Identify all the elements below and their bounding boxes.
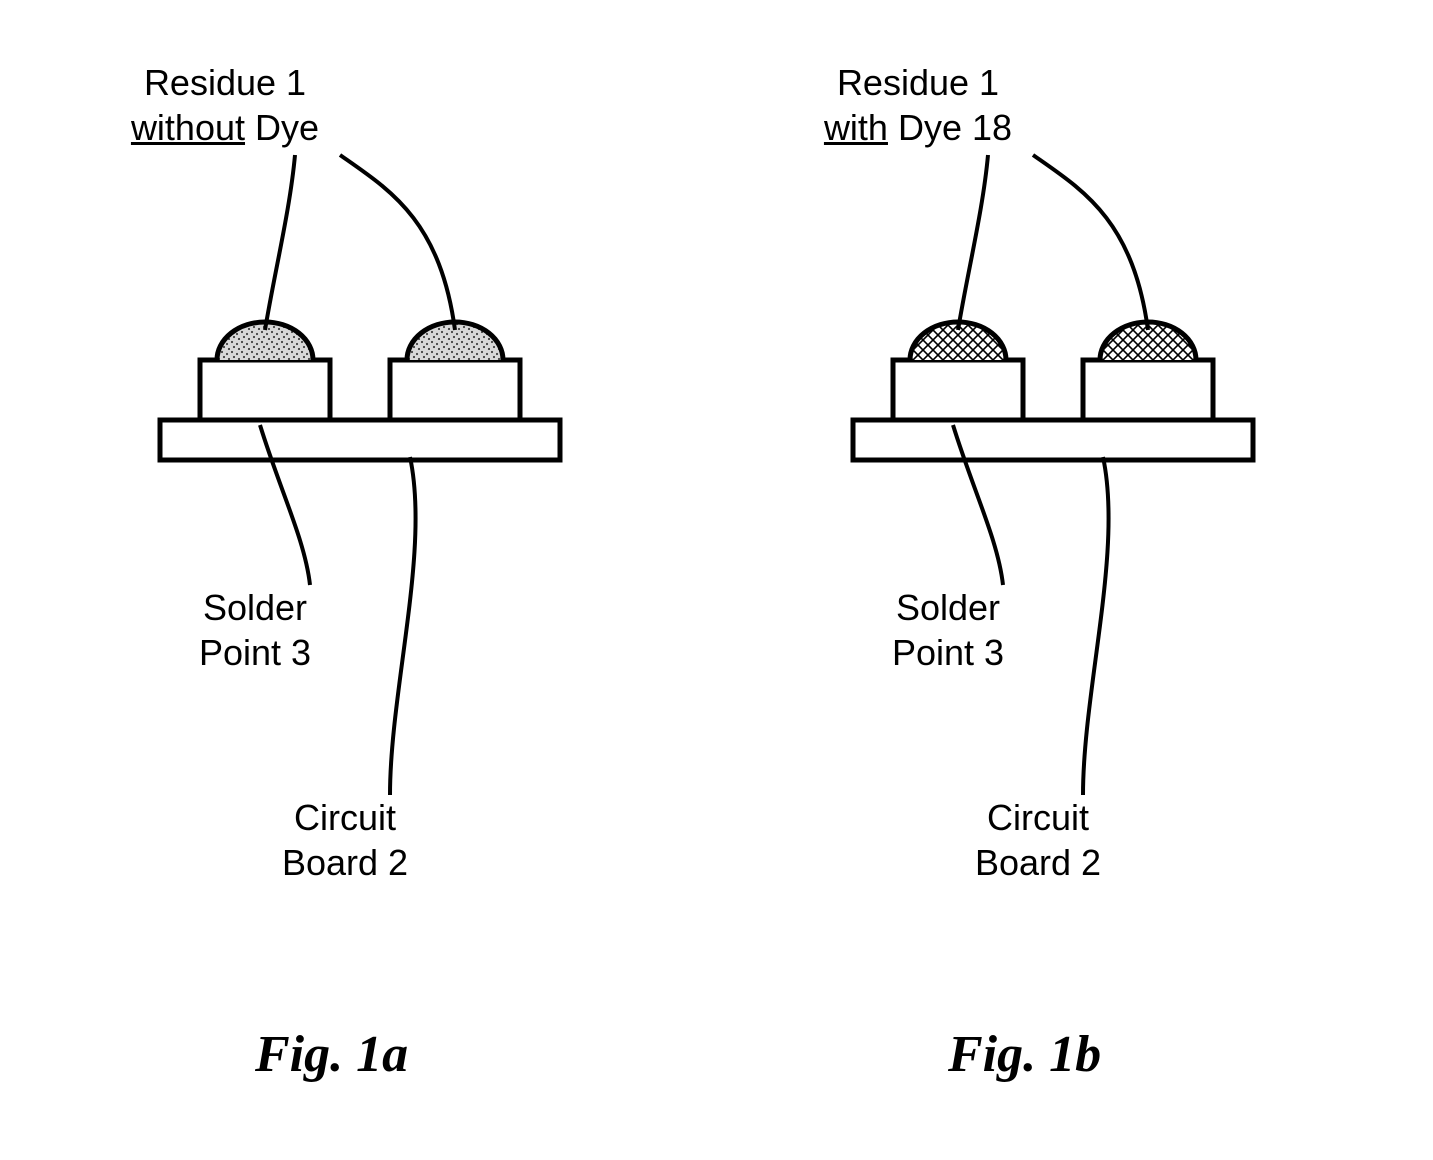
label-board-a: Circuit Board 2 (270, 795, 420, 885)
label-solder-a-line2: Point 3 (190, 630, 320, 675)
label-solder-b-line2: Point 3 (883, 630, 1013, 675)
label-board-b-line2: Board 2 (963, 840, 1113, 885)
leader-board-b (1083, 457, 1109, 795)
circuit-board-a (160, 420, 560, 460)
solder-pad-a1 (200, 360, 330, 420)
caption-a: Fig. 1a (255, 1025, 408, 1084)
diagram-container: Residue 1 without Dye (0, 0, 1433, 80)
label-board-b-line1: Circuit (963, 795, 1113, 840)
label-board-a-line1: Circuit (270, 795, 420, 840)
circuit-board-b (853, 420, 1253, 460)
label-board-b: Circuit Board 2 (963, 795, 1113, 885)
label-solder-b-line1: Solder (883, 585, 1013, 630)
leader-residue-b1 (958, 155, 988, 330)
label-solder-a-line1: Solder (190, 585, 320, 630)
leader-residue-b2 (1033, 155, 1148, 330)
label-solder-a: Solder Point 3 (190, 585, 320, 675)
caption-b: Fig. 1b (948, 1025, 1101, 1084)
label-solder-b: Solder Point 3 (883, 585, 1013, 675)
solder-pad-b2 (1083, 360, 1213, 420)
label-board-a-line2: Board 2 (270, 840, 420, 885)
leader-residue-a1 (265, 155, 295, 330)
leader-residue-a2 (340, 155, 455, 330)
leader-board-a (390, 457, 416, 795)
solder-pad-b1 (893, 360, 1023, 420)
solder-pad-a2 (390, 360, 520, 420)
